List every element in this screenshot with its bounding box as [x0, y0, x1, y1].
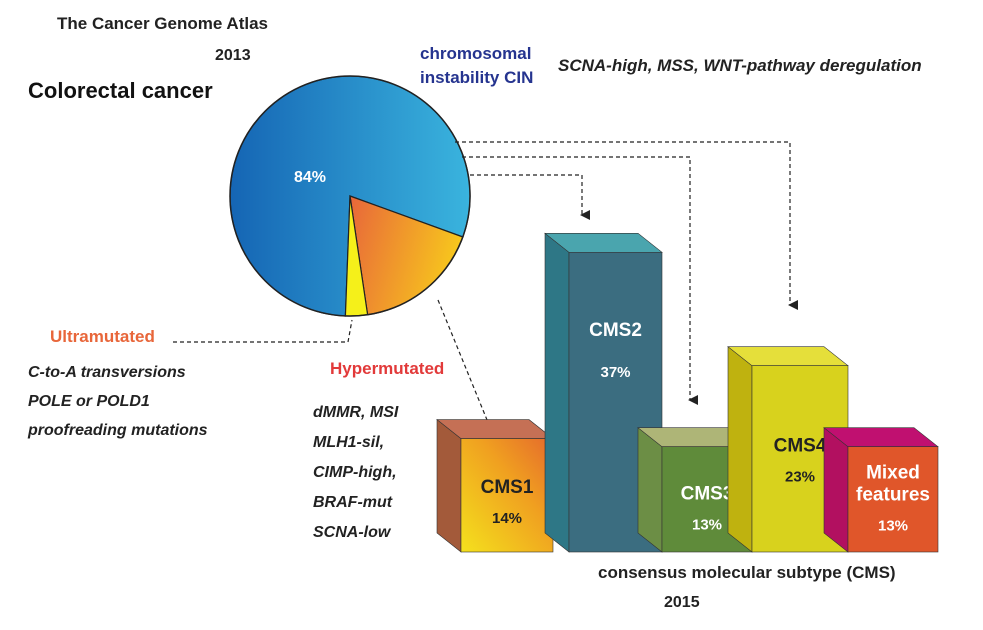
- cms-bar: CMS1 14%: [436, 418, 554, 553]
- cms-bar-side: [637, 427, 663, 553]
- hyper-feature: dMMR, MSI: [313, 404, 399, 421]
- cms-bar-label: features: [856, 485, 930, 506]
- atlas-title: The Cancer Genome Atlas: [57, 14, 268, 33]
- cms-bar-label: CMS2: [589, 320, 642, 341]
- cms-bars: CMS1 14% CMS2 37% CMS3 13% CMS4 23% Mixedfeature…: [436, 232, 939, 553]
- cms-bar-side: [544, 232, 570, 553]
- hyper-feature: BRAF-mut: [313, 494, 393, 511]
- cms-year: 2015: [664, 594, 700, 611]
- cms-bar-value: 13%: [692, 516, 722, 533]
- cms-bar-value: 14%: [492, 510, 522, 527]
- hypermutated-label: Hypermutated: [330, 359, 445, 378]
- ultramutated-label: Ultramutated: [50, 327, 155, 346]
- hyper-feature: MLH1-sil,: [313, 434, 385, 451]
- disease-title: Colorectal cancer: [28, 78, 213, 103]
- cms-bar-value: 23%: [785, 468, 815, 485]
- connector-hyper-cms1: [437, 299, 504, 439]
- cms-bar-side: [436, 418, 462, 553]
- cms-bar-front: [460, 438, 554, 553]
- atlas-year: 2013: [215, 47, 251, 64]
- pie-main-label: 84%: [294, 169, 326, 186]
- cms-bar-value: 13%: [878, 518, 908, 535]
- connector-cin-cms4: [455, 141, 798, 310]
- connector-cin-cms2: [470, 174, 590, 220]
- ultra-feature: proofreading mutations: [28, 422, 208, 439]
- ultra-feature: C-to-A transversions: [28, 364, 186, 381]
- cms-bar-label: Mixed: [866, 463, 920, 484]
- cin-label: chromosomal instability CIN: [420, 44, 534, 87]
- hyper-feature: CIMP-high,: [313, 464, 397, 481]
- cin-features: SCNA-high, MSS, WNT-pathway deregulation: [558, 56, 922, 75]
- cms-bar-label: CMS1: [481, 477, 534, 498]
- cms-bar-value: 37%: [600, 364, 630, 381]
- cms-bar-side: [727, 346, 753, 553]
- cms-bar-label: CMS4: [774, 435, 827, 456]
- cms-bar-label: CMS3: [681, 483, 734, 504]
- cms-bar-front: [847, 446, 939, 553]
- cms-title: consensus molecular subtype (CMS): [598, 563, 896, 582]
- cms-bar-side: [823, 427, 849, 553]
- hyper-feature: SCNA-low: [313, 524, 391, 541]
- ultramutated-features: C-to-A transversions POLE or POLD1 proof…: [28, 358, 208, 445]
- ultra-feature: POLE or POLD1: [28, 393, 150, 410]
- connectors: [173, 141, 798, 439]
- pie-chart: 84%: [229, 75, 471, 317]
- connector-cin-cms3: [462, 156, 698, 405]
- hypermutated-features: dMMR, MSI MLH1-sil, CIMP-high, BRAF-mut …: [313, 398, 398, 548]
- connector-ultramutated: [173, 319, 353, 343]
